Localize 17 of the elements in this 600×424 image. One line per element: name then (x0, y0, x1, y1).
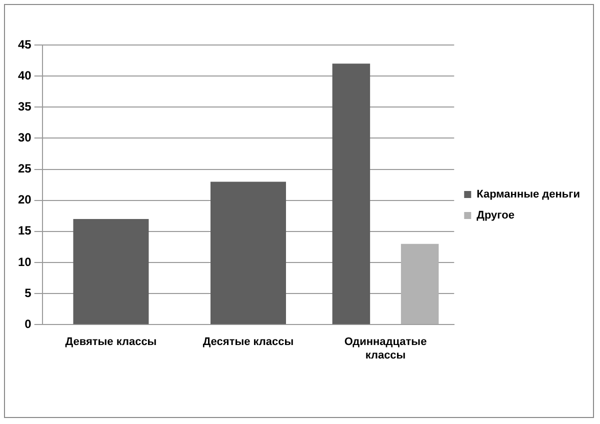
y-tick-label: 0 (24, 316, 32, 331)
y-tick-label: 5 (24, 286, 32, 300)
legend-label: Карманные деньги (476, 188, 580, 201)
y-tick-label: 45 (18, 37, 32, 52)
y-tick-label: 20 (18, 192, 32, 207)
bar (73, 218, 149, 324)
y-tick-label: 25 (18, 162, 32, 176)
y-tick-label: 30 (18, 130, 32, 145)
x-tick-label: Десятые классы (202, 336, 294, 348)
y-tick-label: 15 (18, 224, 32, 238)
y-tick-label: 10 (18, 254, 32, 269)
x-tick-label: Девятые классы (65, 336, 157, 348)
x-tick-label: Одиннадцатые классы (344, 336, 427, 362)
legend-label: Другое (476, 210, 514, 222)
y-tick-label: 35 (18, 99, 32, 114)
y-tick-label: 40 (18, 68, 32, 82)
bar (400, 244, 439, 324)
